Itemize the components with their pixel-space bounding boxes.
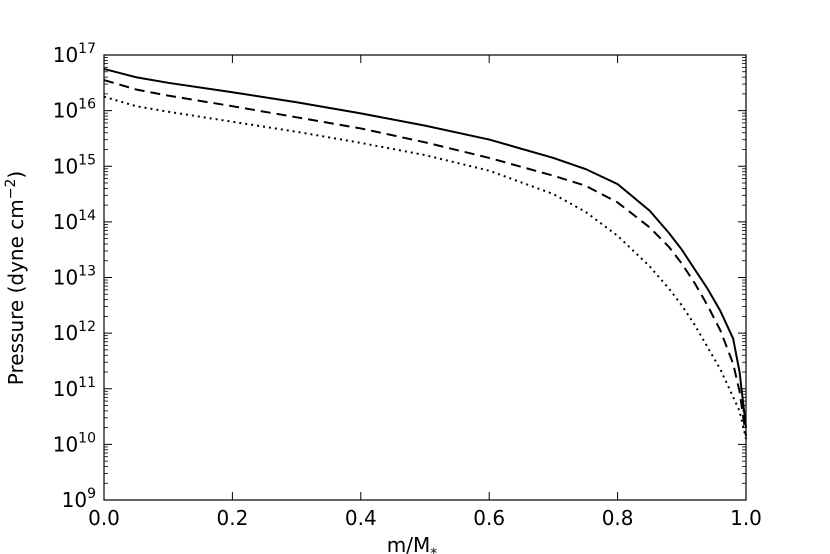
y-tick-label: 1017: [53, 41, 96, 67]
y-tick-label-base: 10: [53, 266, 78, 290]
y-tick-label-base: 10: [53, 432, 78, 456]
y-tick-label-base: 10: [53, 377, 78, 401]
y-tick-label-exponent: 15: [78, 152, 96, 168]
x-axis-label-subscript: *: [430, 546, 437, 554]
x-axis-label: m/M*: [387, 533, 437, 554]
y-tick-label-exponent: 9: [87, 486, 96, 502]
y-tick-label: 109: [62, 486, 96, 512]
y-tick-label: 1013: [53, 264, 96, 290]
y-axis-label: Pressure (dyne cm−2): [3, 171, 28, 385]
y-tick-label-base: 10: [53, 210, 78, 234]
y-tick-label-exponent: 10: [78, 430, 96, 446]
ticks-layer: [103, 54, 747, 501]
y-tick-label: 1015: [53, 152, 96, 178]
y-tick-label-base: 10: [53, 154, 78, 178]
series-line-solid: [103, 67, 747, 428]
x-tick-label: 1.0: [730, 506, 762, 530]
y-tick-label-base: 10: [62, 488, 87, 512]
x-axis-label-main: m/M: [387, 533, 430, 554]
series-line-dashed: [103, 79, 747, 437]
y-tick-label-base: 10: [53, 43, 78, 67]
x-tick-label: 0.2: [216, 506, 248, 530]
series-line-dotted: [103, 95, 747, 440]
y-tick-label-exponent: 12: [78, 319, 96, 335]
y-tick-label-exponent: 14: [78, 208, 96, 224]
y-tick-label-exponent: 11: [78, 375, 96, 391]
series-layer: [103, 67, 747, 440]
y-tick-label-exponent: 13: [78, 264, 96, 280]
y-tick-label-base: 10: [53, 321, 78, 345]
x-tick-label: 0.0: [88, 506, 120, 530]
y-axis-label-close: ): [4, 171, 28, 179]
x-tick-label: 0.4: [345, 506, 377, 530]
y-axis-label-superscript: −2: [3, 179, 19, 200]
y-tick-label: 1014: [53, 208, 96, 234]
y-tick-label-base: 10: [53, 99, 78, 123]
x-tick-label: 0.6: [473, 506, 505, 530]
y-tick-label-exponent: 16: [78, 97, 96, 113]
y-tick-label: 1010: [53, 430, 96, 456]
y-tick-label-exponent: 17: [78, 41, 96, 57]
y-tick-label: 1012: [53, 319, 96, 345]
y-tick-label: 1016: [53, 97, 96, 123]
y-tick-label: 1011: [53, 375, 96, 401]
x-tick-labels: 0.0 0.2 0.4 0.6 0.8 1.0: [88, 506, 762, 530]
x-tick-label: 0.8: [602, 506, 634, 530]
y-axis-label-main: Pressure (dyne cm: [4, 199, 28, 385]
plot-frame: [103, 54, 747, 501]
